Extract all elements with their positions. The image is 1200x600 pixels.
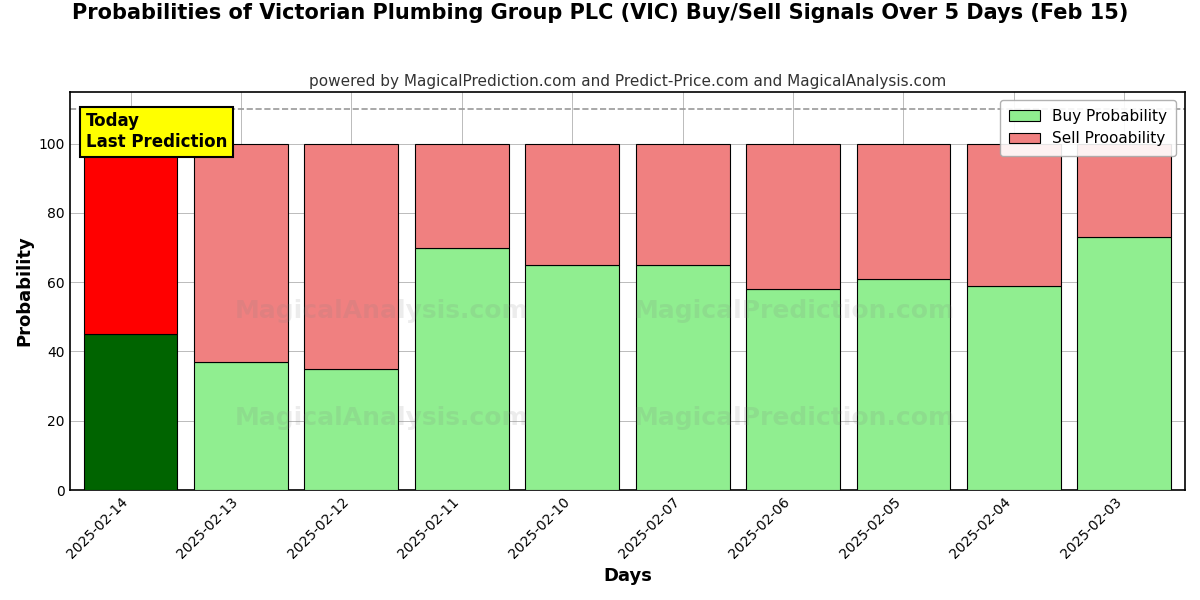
Bar — [305, 143, 398, 369]
X-axis label: Days: Days — [602, 567, 652, 585]
Bar — [636, 143, 730, 265]
Bar — [1078, 237, 1171, 490]
Y-axis label: Probability: Probability — [14, 235, 34, 346]
Text: Today
Last Prediction: Today Last Prediction — [86, 112, 227, 151]
Bar — [194, 143, 288, 362]
Bar — [194, 362, 288, 490]
Text: MagicalAnalysis.com: MagicalAnalysis.com — [235, 299, 529, 323]
Text: MagicalAnalysis.com: MagicalAnalysis.com — [235, 406, 529, 430]
Legend: Buy Probability, Sell Prooability: Buy Probability, Sell Prooability — [1000, 100, 1176, 155]
Bar — [526, 143, 619, 265]
Text: Probabilities of Victorian Plumbing Group PLC (VIC) Buy/Sell Signals Over 5 Days: Probabilities of Victorian Plumbing Grou… — [72, 3, 1128, 23]
Bar — [84, 143, 178, 334]
Bar — [415, 248, 509, 490]
Bar — [84, 334, 178, 490]
Bar — [857, 143, 950, 279]
Bar — [746, 143, 840, 289]
Bar — [415, 143, 509, 248]
Bar — [636, 265, 730, 490]
Title: powered by MagicalPrediction.com and Predict-Price.com and MagicalAnalysis.com: powered by MagicalPrediction.com and Pre… — [308, 74, 946, 89]
Bar — [967, 143, 1061, 286]
Text: MagicalPrediction.com: MagicalPrediction.com — [634, 406, 955, 430]
Bar — [526, 265, 619, 490]
Bar — [305, 369, 398, 490]
Bar — [857, 279, 950, 490]
Text: MagicalPrediction.com: MagicalPrediction.com — [634, 299, 955, 323]
Bar — [1078, 143, 1171, 237]
Bar — [746, 289, 840, 490]
Bar — [967, 286, 1061, 490]
